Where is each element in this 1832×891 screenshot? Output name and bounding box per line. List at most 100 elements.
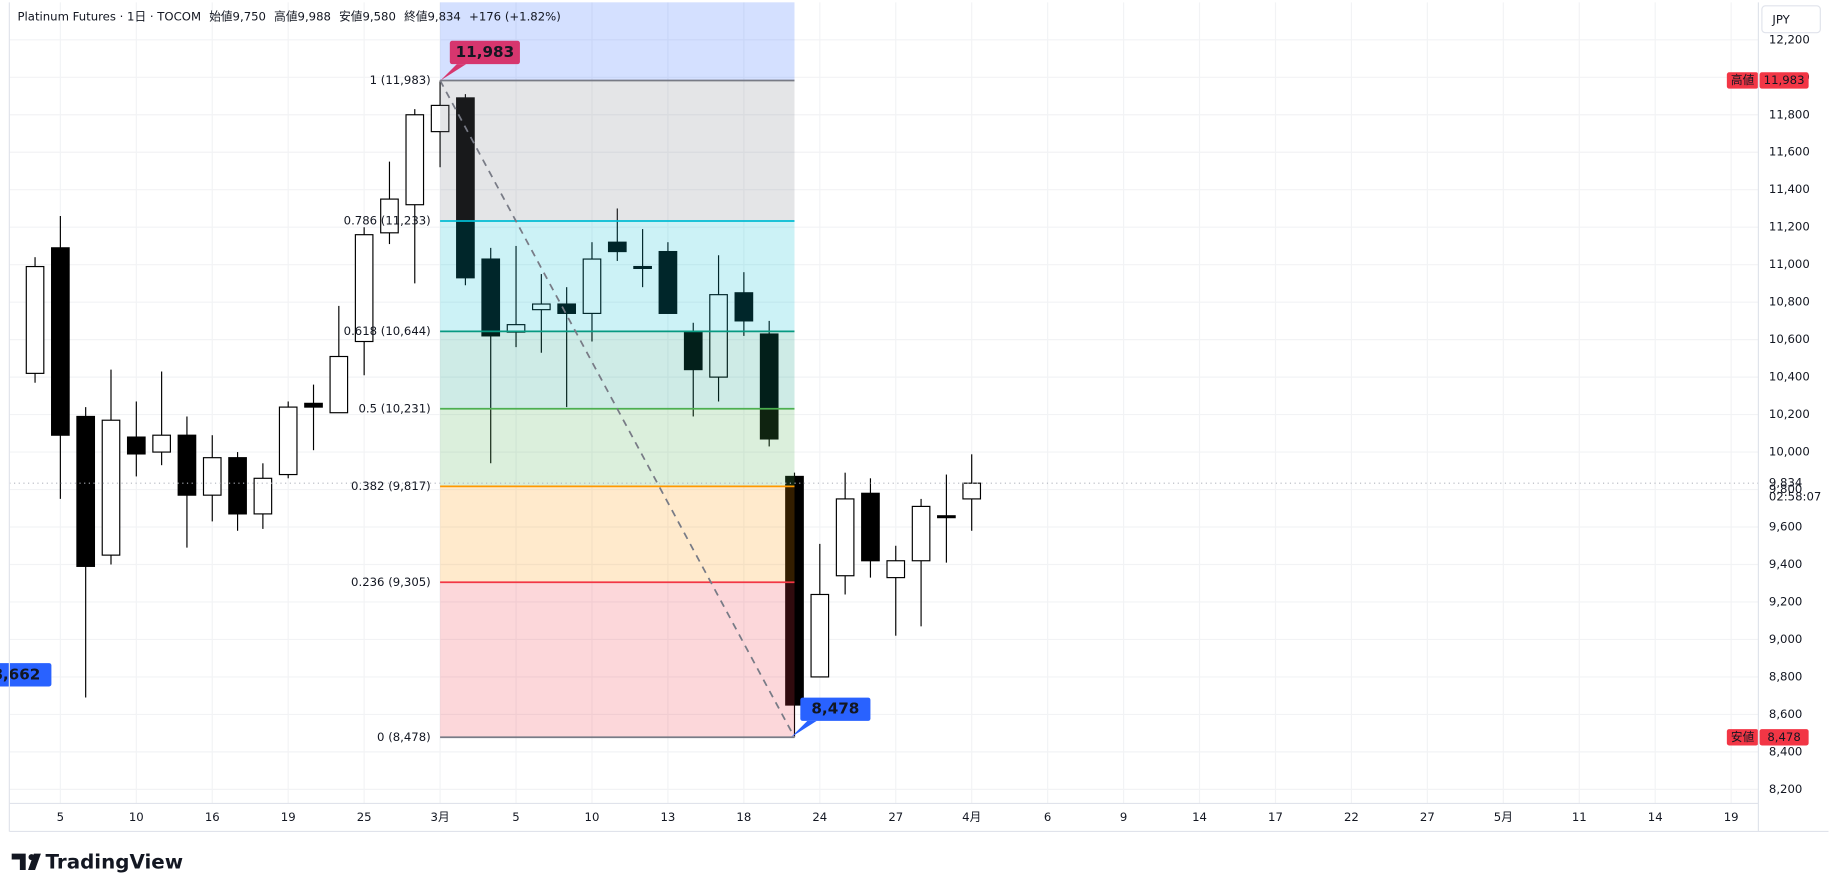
x-tick-label: 18 — [736, 810, 751, 824]
y-tick-label: 8,600 — [1769, 707, 1802, 721]
fib-label: 0.382 (9,817) — [351, 479, 431, 493]
candle-body — [76, 415, 96, 567]
y-tick-label: 11,600 — [1769, 145, 1810, 159]
x-tick-label: 6 — [1044, 810, 1051, 824]
y-tick-label: 9,600 — [1769, 520, 1802, 534]
callout-tail — [440, 64, 467, 81]
candle-body — [202, 457, 222, 496]
badge-value: 8,478 — [1767, 730, 1800, 744]
x-tick-label: 5 — [512, 810, 519, 824]
fib-trend-line — [439, 80, 796, 738]
change: +176 (+1.82%) — [469, 9, 561, 23]
candle-body — [456, 97, 475, 279]
logo-dot — [28, 854, 35, 861]
callout-box — [800, 697, 871, 721]
ohlc-value: 9,580 — [362, 9, 395, 23]
fib-band — [440, 331, 795, 409]
candle-body — [785, 475, 804, 706]
x-tick-label: 14 — [1648, 810, 1663, 824]
ohlc-label: 終値 — [404, 9, 428, 23]
y-tick-label: 10,000 — [1769, 445, 1810, 459]
x-tick-label: 10 — [129, 810, 144, 824]
countdown: 02:58:07 — [1769, 490, 1821, 504]
y-tick-label: 8,800 — [1769, 669, 1802, 683]
y-tick-label: 9,200 — [1769, 594, 1802, 608]
logo: TradingView — [11, 850, 184, 873]
candle-body — [278, 406, 298, 476]
candle-body — [709, 294, 728, 378]
candle-body — [177, 434, 197, 496]
y-tick-label: 11,800 — [1769, 107, 1810, 121]
candle-body — [937, 515, 956, 519]
x-tick-label: 19 — [281, 810, 296, 824]
y-tick-label: 9,800 — [1769, 482, 1802, 496]
x-tick-label: 10 — [585, 810, 600, 824]
candle-body — [101, 419, 121, 556]
fib-label: 1 (11,983) — [370, 73, 431, 87]
x-tick-label: 3月 — [431, 810, 450, 824]
x-tick-label: 5月 — [1494, 810, 1513, 824]
y-tick-label: 11,200 — [1769, 220, 1810, 234]
fib-label: 0 (8,478) — [377, 730, 431, 744]
candle-body — [962, 482, 982, 500]
ohlc-label: 高値 — [274, 9, 298, 23]
y-tick-label: 9,400 — [1769, 557, 1802, 571]
y-tick-label: 10,800 — [1769, 295, 1810, 309]
x-tick-label: 22 — [1344, 810, 1359, 824]
fib-label: 0.236 (9,305) — [351, 575, 431, 589]
candle-body — [329, 355, 349, 414]
fib-band — [440, 486, 795, 583]
grid: 8,200 8,400 8,600 8,800 9,000 9,200 9,400 9,600… — [9, 2, 1810, 824]
y-tick-label: 10,200 — [1769, 407, 1810, 421]
ohlc-value: 9,834 — [427, 9, 460, 23]
candle-body — [607, 241, 627, 253]
currency-box[interactable] — [1761, 5, 1821, 34]
fib-band — [440, 408, 795, 487]
x-tick-label: 19 — [1724, 810, 1739, 824]
candle-body — [633, 265, 652, 270]
x-tick-label: 4月 — [962, 810, 981, 824]
fib-band — [440, 582, 795, 738]
candle-body — [582, 258, 602, 314]
candle-body — [380, 198, 399, 234]
fib-label: 0.5 (10,231) — [358, 401, 430, 415]
candle-body — [557, 303, 577, 314]
fib-band — [440, 221, 795, 332]
x-tick-label: 5 — [57, 810, 64, 824]
candle-body — [911, 505, 931, 562]
last-price-label: 9,834 — [1769, 476, 1802, 490]
callout-label: 8,662 — [0, 665, 40, 683]
candle-body — [430, 104, 450, 133]
candle-body — [25, 265, 45, 374]
x-tick-label: 25 — [357, 810, 372, 824]
y-tick-label: 10,400 — [1769, 370, 1810, 384]
candle-body — [532, 303, 551, 311]
candle-body — [152, 434, 171, 453]
x-tick-label: 13 — [660, 810, 675, 824]
x-tick-label: 27 — [888, 810, 903, 824]
fib-label: 0.786 (11,233) — [344, 214, 431, 228]
badge-name-box — [1726, 72, 1759, 89]
ohlc-value: 9,750 — [233, 9, 266, 23]
candle-body — [228, 457, 247, 515]
x-tick-label: 17 — [1268, 810, 1283, 824]
callout-label: 8,478 — [811, 700, 859, 718]
candle-body — [759, 333, 779, 440]
candle-body — [253, 477, 273, 515]
y-tick-label: 11,000 — [1769, 257, 1810, 271]
fib-band — [440, 80, 795, 222]
callout-box — [449, 40, 520, 65]
candle-body — [481, 258, 501, 337]
currency[interactable]: JPY — [1771, 12, 1790, 26]
fib-label: 0.618 (10,644) — [344, 324, 431, 338]
y-tick-label: 8,400 — [1769, 744, 1802, 758]
x-tick-label: 27 — [1420, 810, 1435, 824]
candle-body — [304, 402, 323, 408]
ohlc-label: 安値 — [339, 9, 363, 23]
logo-text: TradingView — [46, 850, 184, 873]
x-tick-label: 11 — [1572, 810, 1587, 824]
badge-value-box — [1759, 72, 1809, 89]
